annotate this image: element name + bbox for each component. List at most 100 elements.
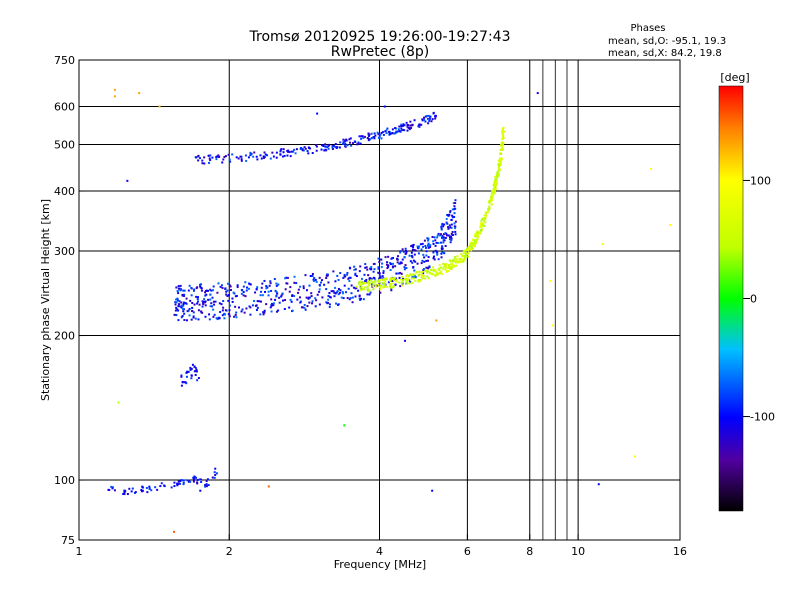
o-trace-point: [358, 270, 361, 273]
x-trace-point: [398, 281, 401, 284]
x-trace-point: [371, 280, 374, 283]
noise-point: [650, 167, 653, 170]
o-trace-point: [423, 239, 426, 242]
o-trace-point: [450, 239, 453, 242]
o-trace-point: [194, 317, 197, 320]
o-trace-point: [276, 292, 279, 295]
o-upper-trace-point: [361, 135, 364, 138]
o-upper-trace-point: [405, 121, 408, 124]
noise-point: [172, 530, 175, 533]
x-trace-point: [431, 272, 434, 275]
o-trace-point: [404, 252, 407, 255]
o-trace-point: [254, 291, 257, 294]
o-trace-point: [302, 285, 305, 288]
o-trace-point: [417, 247, 420, 250]
x-trace-point: [501, 129, 504, 132]
o-trace-point: [411, 248, 414, 251]
o-trace-point: [441, 224, 444, 227]
o-trace-point: [285, 276, 288, 279]
o-trace-point: [401, 258, 404, 261]
o-trace-point: [226, 289, 229, 292]
x-trace-point: [452, 258, 455, 261]
o-trace-point: [228, 313, 231, 316]
o-upper-trace-point: [259, 154, 262, 157]
o-trace-point: [249, 313, 252, 316]
e-layer-point: [159, 485, 162, 488]
x-trace-point: [445, 263, 448, 266]
o-trace-point: [267, 294, 270, 297]
e-layer-point: [214, 474, 217, 477]
o-trace-point: [431, 236, 434, 239]
o-trace-point: [226, 295, 229, 298]
x-trace-point: [483, 214, 486, 217]
e-layer-point: [204, 485, 207, 488]
o-trace-point: [208, 318, 211, 321]
o-trace-point: [225, 293, 228, 296]
o-trace-point: [396, 261, 399, 264]
noise-point: [536, 92, 539, 95]
o-trace-point: [253, 299, 256, 302]
o-upper-trace-point: [209, 159, 212, 162]
o-trace-point: [425, 266, 428, 269]
o-trace-point: [223, 317, 226, 320]
o-trace-point: [427, 259, 430, 262]
o-upper-trace-point: [314, 143, 317, 146]
o-upper-trace-point: [263, 151, 266, 154]
y-axis-label: Stationary phase Virtual Height [km]: [39, 199, 52, 401]
o-upper-trace-point: [351, 142, 354, 145]
o-trace-point: [180, 306, 183, 309]
o-trace-point: [426, 266, 429, 269]
x-axis: 1 2 4 6 8 10 16: [76, 60, 687, 558]
e-layer-point: [110, 485, 113, 488]
o-trace-point: [440, 227, 443, 230]
o-upper-trace-point: [237, 157, 240, 160]
o-trace-point: [449, 241, 452, 244]
o-trace-point: [398, 262, 401, 265]
o-trace-point: [326, 273, 329, 276]
x-trace-point: [411, 274, 414, 277]
e-layer-point: [200, 480, 203, 483]
o-upper-trace-point: [382, 133, 385, 136]
o-trace-point: [187, 309, 190, 312]
x-trace-point: [378, 281, 381, 284]
o-trace-point: [453, 212, 456, 215]
o-trace-point: [440, 225, 443, 228]
o-trace-point: [202, 303, 205, 306]
es-layer-point: [190, 367, 193, 370]
e-layer-point: [142, 489, 145, 492]
o-trace-point: [180, 316, 183, 319]
o-upper-trace-point: [221, 161, 224, 164]
e-layer-point: [196, 478, 199, 481]
o-upper-trace-point: [331, 146, 334, 149]
x-trace-point: [491, 196, 494, 199]
o-upper-trace-point: [334, 143, 337, 146]
o-trace-point: [237, 306, 240, 309]
es-layer-point: [196, 379, 199, 382]
colorbar-tick-label: 100: [750, 174, 771, 187]
o-upper-trace-point: [209, 154, 212, 157]
x-trace-point: [479, 232, 482, 235]
e-layer-point: [182, 481, 185, 484]
o-trace-point: [450, 223, 453, 226]
o-trace-point: [349, 267, 352, 270]
x-trace-point: [406, 282, 409, 285]
o-upper-trace-point: [201, 159, 204, 162]
o-upper-trace-point: [370, 137, 373, 140]
x-trace-point: [460, 253, 463, 256]
o-trace-point: [213, 313, 216, 316]
o-upper-trace-point: [391, 128, 394, 131]
o-upper-trace-point: [323, 149, 326, 152]
o-trace-point: [340, 296, 343, 299]
o-trace-point: [382, 272, 385, 275]
o-trace-point: [199, 283, 202, 286]
es-layer-point: [180, 375, 183, 378]
o-upper-trace-point: [197, 155, 200, 158]
o-upper-trace-point: [403, 124, 406, 127]
o-upper-trace-point: [395, 131, 398, 134]
x-trace-point: [495, 173, 498, 176]
x-trace-point: [471, 243, 474, 246]
o-trace-point: [449, 226, 452, 229]
o-upper-trace-point: [400, 125, 403, 128]
o-trace-point: [328, 305, 331, 308]
o-trace-point: [263, 311, 266, 314]
